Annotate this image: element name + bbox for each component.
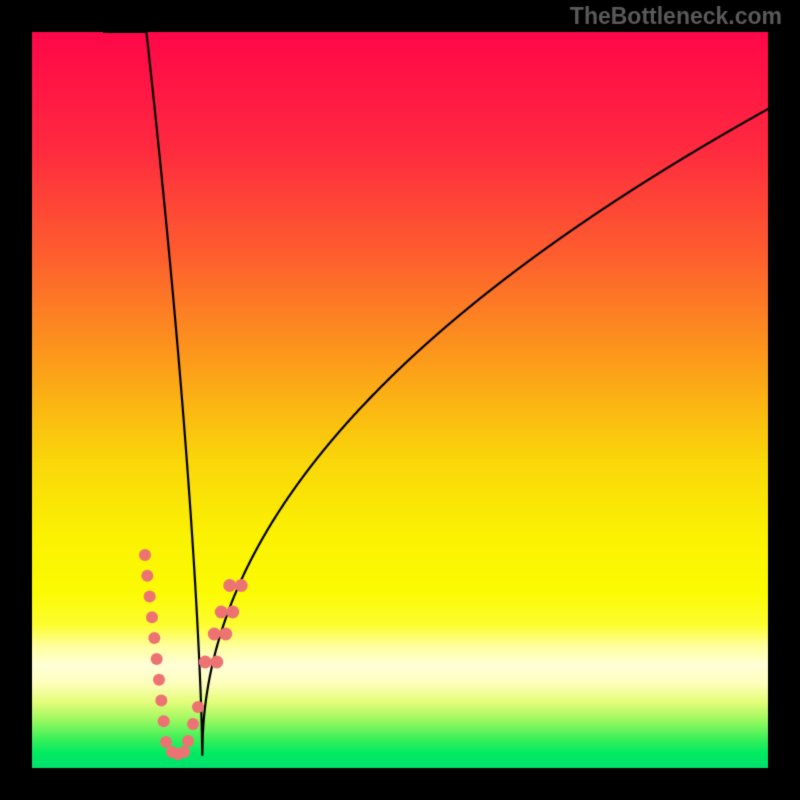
bottleneck-chart <box>0 0 800 800</box>
